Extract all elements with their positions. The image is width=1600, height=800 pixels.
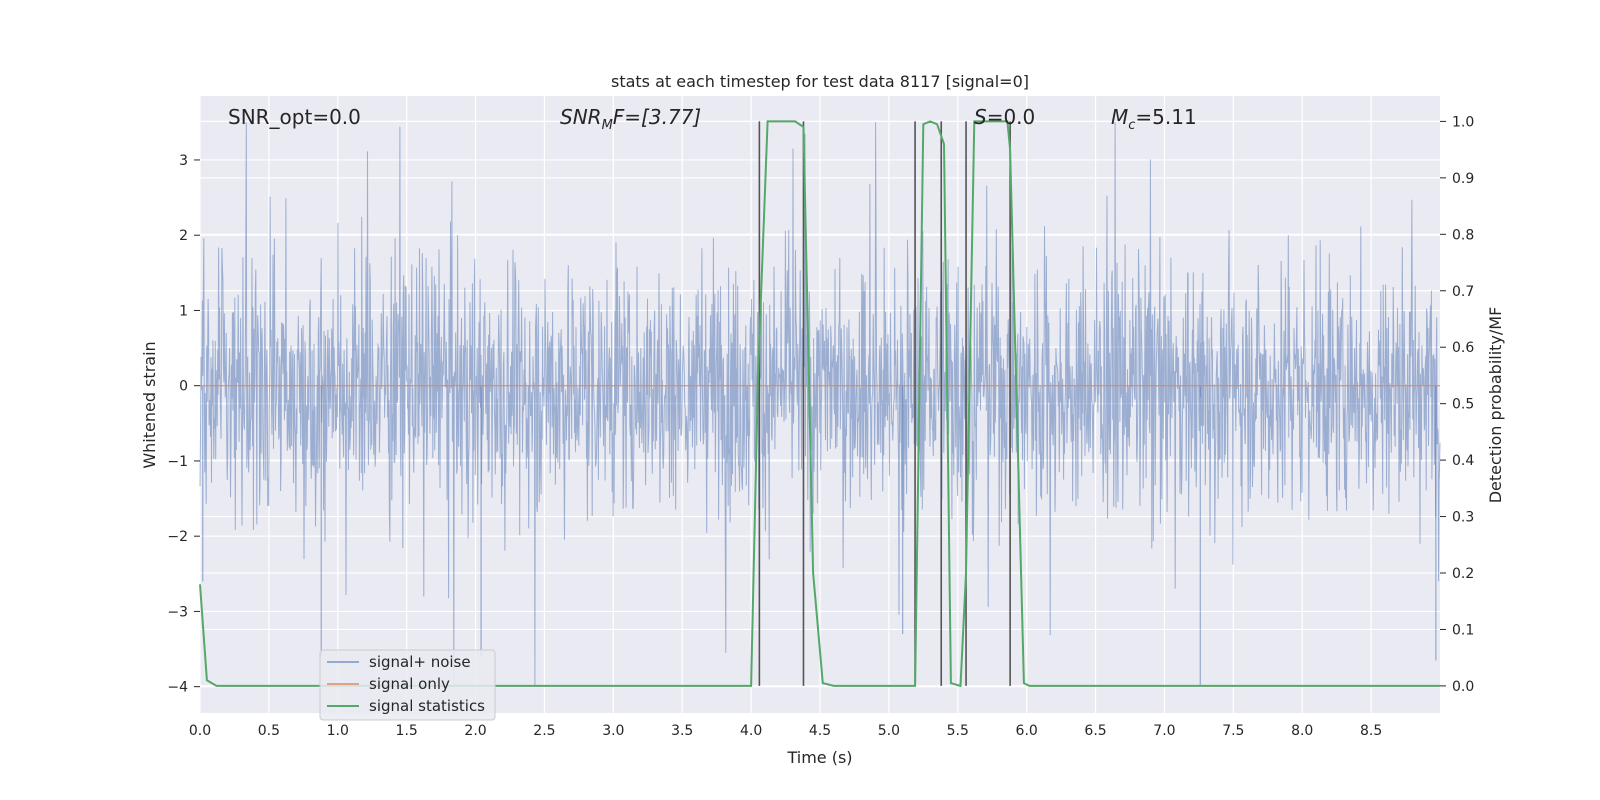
y-left-tick-label: −4 bbox=[167, 680, 188, 696]
x-tick-label: 5.5 bbox=[947, 723, 969, 739]
legend: signal+ noise signal only signal statist… bbox=[319, 649, 496, 721]
x-tick-label: 6.0 bbox=[1016, 723, 1038, 739]
y-left-tick-label: 0 bbox=[179, 379, 188, 395]
y-axis-label-left: Whitened strain bbox=[140, 341, 159, 468]
x-tick-label: 1.5 bbox=[396, 723, 418, 739]
x-tick-label: 3.5 bbox=[671, 723, 693, 739]
noise-series bbox=[199, 122, 1441, 687]
x-tick-label: 7.5 bbox=[1222, 723, 1244, 739]
x-tick-label: 3.0 bbox=[602, 723, 624, 739]
x-tick-label: 1.0 bbox=[327, 723, 349, 739]
signal-noise-line bbox=[199, 122, 1441, 687]
x-tick-label: 0.0 bbox=[189, 723, 211, 739]
annotation-s: S=0.0 bbox=[974, 105, 1035, 129]
x-tick-label: 7.0 bbox=[1153, 723, 1175, 739]
x-tick-label: 4.0 bbox=[740, 723, 762, 739]
legend-label-signal-statistics: signal statistics bbox=[369, 697, 485, 715]
y-right-tick-label: 1.0 bbox=[1452, 114, 1474, 130]
y-left-tick-label: 3 bbox=[179, 153, 188, 169]
x-tick-label: 2.5 bbox=[533, 723, 555, 739]
x-tick-label: 6.5 bbox=[1084, 723, 1106, 739]
x-tick-label: 0.5 bbox=[258, 723, 280, 739]
x-tick-label: 4.5 bbox=[809, 723, 831, 739]
y-right-tick-label: 0.6 bbox=[1452, 340, 1474, 356]
annotation-snr-mf: SNRMF=[3.77] bbox=[560, 105, 701, 133]
y-left-tick-label: −1 bbox=[167, 454, 188, 470]
y-left-tick-label: 1 bbox=[179, 303, 188, 319]
y-right-tick-label: 0.5 bbox=[1452, 397, 1474, 413]
y-right-tick-label: 0.2 bbox=[1452, 566, 1474, 582]
y-right-tick-label: 0.9 bbox=[1452, 171, 1474, 187]
y-right-tick-label: 0.1 bbox=[1452, 622, 1474, 638]
x-tick-label: 5.0 bbox=[878, 723, 900, 739]
legend-label-signal-only: signal only bbox=[369, 675, 450, 693]
y-right-tick-label: 0.7 bbox=[1452, 284, 1474, 300]
signal-statistics-series bbox=[199, 120, 1440, 688]
y-right-tick-label: 0.8 bbox=[1452, 227, 1474, 243]
y-left-tick-label: 2 bbox=[179, 228, 188, 244]
legend-box bbox=[319, 649, 496, 721]
annotation-mc: Mc=5.11 bbox=[1111, 105, 1197, 133]
y-left-tick-label: −3 bbox=[167, 604, 188, 620]
x-axis-label: Time (s) bbox=[786, 748, 852, 767]
annotation-snr-opt: SNR_opt=0.0 bbox=[228, 105, 361, 129]
x-tick-label: 8.0 bbox=[1291, 723, 1313, 739]
y-right-tick-label: 0.3 bbox=[1452, 510, 1474, 526]
y-right-tick-label: 0.0 bbox=[1452, 679, 1474, 695]
x-tick-label: 2.0 bbox=[464, 723, 486, 739]
tick-labels: 0.0 0.5 1.0 1.5 2.0 2.5 3.0 3.5 4.0 4.5 5.0 5.5 6.0 6… bbox=[167, 114, 1474, 739]
signal-statistics-line bbox=[199, 120, 1440, 688]
y-axis-label-right: Detection probability/MF bbox=[1486, 307, 1505, 504]
y-right-tick-label: 0.4 bbox=[1452, 453, 1474, 469]
chart-title: stats at each timestep for test data 811… bbox=[611, 72, 1029, 91]
x-tick-label: 8.5 bbox=[1360, 723, 1382, 739]
legend-label-signal-noise: signal+ noise bbox=[369, 653, 471, 671]
y-left-tick-label: −2 bbox=[167, 529, 188, 545]
